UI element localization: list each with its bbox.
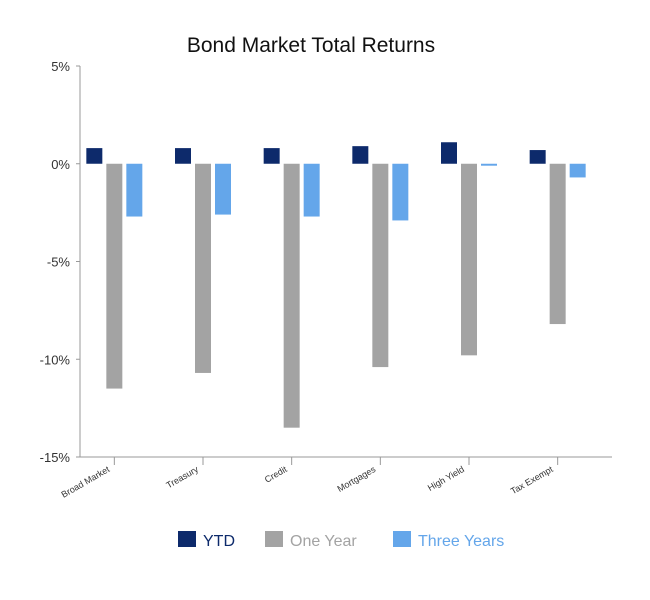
bar-one-year bbox=[195, 163, 211, 373]
bar-group-credit bbox=[263, 148, 320, 428]
bar-one-year bbox=[283, 163, 300, 428]
bar-three-years bbox=[392, 163, 409, 221]
bars bbox=[86, 142, 586, 428]
bar-one-year bbox=[549, 163, 566, 325]
bar-group-tax-exempt bbox=[529, 150, 586, 325]
bar-ytd bbox=[529, 150, 546, 164]
y-tick-label: -15% bbox=[40, 450, 71, 465]
bar-three-years bbox=[215, 163, 231, 215]
y-axis: 5% 0% -5% -10% -15% bbox=[40, 59, 81, 465]
legend: YTD One Year Three Years bbox=[178, 531, 504, 550]
bar-three-years bbox=[303, 163, 320, 217]
legend-label-three-years: Three Years bbox=[418, 533, 504, 550]
x-tick-label: Broad Market bbox=[60, 464, 112, 500]
legend-label-one-year: One Year bbox=[290, 533, 357, 550]
bar-three-years bbox=[569, 163, 586, 178]
bar-group-high-yield bbox=[441, 142, 497, 356]
legend-swatch-three-years bbox=[393, 531, 411, 547]
x-tick-label: Mortgages bbox=[336, 464, 378, 494]
bar-one-year bbox=[372, 163, 389, 368]
bar-group-mortgages bbox=[352, 146, 409, 368]
legend-swatch-ytd bbox=[178, 531, 196, 547]
bar-group-broad-market bbox=[86, 148, 143, 389]
bar-group-treasury bbox=[175, 148, 231, 373]
y-tick-label: 0% bbox=[51, 157, 70, 172]
bar-ytd bbox=[263, 148, 280, 164]
chart-title: Bond Market Total Returns bbox=[187, 34, 435, 57]
x-tick-label: Credit bbox=[263, 464, 289, 485]
y-tick-label: -5% bbox=[47, 255, 71, 270]
bar-one-year bbox=[461, 163, 477, 356]
bar-three-years bbox=[481, 163, 497, 166]
bar-one-year bbox=[106, 163, 123, 389]
bar-ytd bbox=[352, 146, 369, 164]
legend-label-ytd: YTD bbox=[203, 533, 235, 550]
x-axis: Broad Market Treasury Credit Mortgages High … bbox=[60, 456, 612, 500]
bar-ytd bbox=[86, 148, 103, 164]
x-tick-label: High Yield bbox=[426, 464, 466, 493]
bar-ytd bbox=[441, 142, 457, 164]
legend-swatch-one-year bbox=[265, 531, 283, 547]
y-tick-label: 5% bbox=[51, 59, 70, 74]
x-tick-label: Tax Exempt bbox=[509, 464, 555, 496]
bar-three-years bbox=[126, 163, 143, 217]
bar-ytd bbox=[175, 148, 191, 164]
x-tick-label: Treasury bbox=[165, 464, 201, 490]
y-tick-label: -10% bbox=[40, 352, 71, 367]
